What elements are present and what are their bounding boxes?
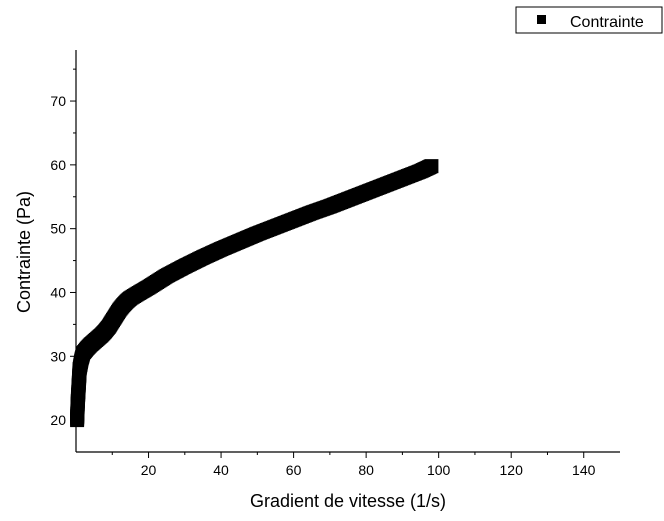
y-tick-label: 70 [50,93,66,109]
y-tick-label: 30 [50,348,66,364]
data-point [75,356,81,421]
x-tick-label: 140 [572,462,596,478]
x-axis-label: Gradient de vitesse (1/s) [250,491,446,511]
y-axis-ticks: 20 30 40 50 60 70 [50,68,76,428]
x-tick-label: 120 [500,462,524,478]
y-tick-label: 40 [50,284,66,300]
y-tick-label: 60 [50,157,66,173]
legend-marker [537,15,546,24]
x-tick-label: 60 [286,462,302,478]
x-tick-label: 100 [427,462,451,478]
x-tick-label: 40 [213,462,229,478]
y-tick-label: 20 [50,412,66,428]
x-axis-ticks: 20 40 60 80 100 120 140 [111,452,596,478]
y-axis-label: Contrainte (Pa) [14,191,34,313]
x-tick-label: 20 [141,462,157,478]
x-tick-label: 80 [358,462,374,478]
data-point [424,159,439,174]
legend: Contrainte [515,6,663,34]
y-tick-label: 50 [50,221,66,237]
legend-label: Contrainte [570,14,644,31]
data-series-contrainte [70,159,439,428]
